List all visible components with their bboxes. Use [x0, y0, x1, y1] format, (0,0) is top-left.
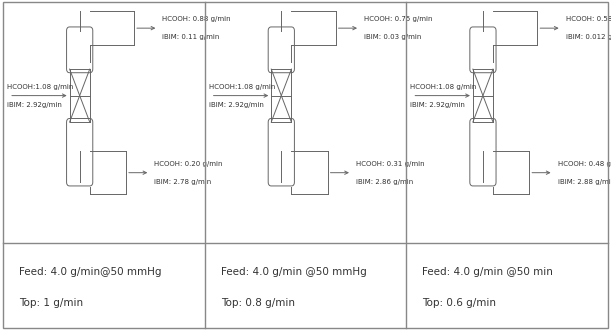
Text: Feed: 4.0 g/min@50 mmHg: Feed: 4.0 g/min@50 mmHg: [19, 267, 162, 277]
Text: iBIM: 2.86 g/min: iBIM: 2.86 g/min: [356, 179, 413, 185]
Text: iBIM: 2.78 g/min: iBIM: 2.78 g/min: [154, 179, 211, 185]
Text: iBIM: 0.012 g/min: iBIM: 0.012 g/min: [566, 34, 611, 40]
FancyBboxPatch shape: [470, 27, 496, 73]
Text: iBIM: 2.88 g/min: iBIM: 2.88 g/min: [558, 179, 611, 185]
Text: iBIM: 2.92g/min: iBIM: 2.92g/min: [411, 102, 465, 108]
Text: Top: 1 g/min: Top: 1 g/min: [19, 298, 83, 308]
Text: Feed: 4.0 g/min @50 mmHg: Feed: 4.0 g/min @50 mmHg: [221, 267, 367, 277]
Text: HCOOH: 0.75 g/min: HCOOH: 0.75 g/min: [364, 16, 433, 22]
FancyBboxPatch shape: [268, 27, 295, 73]
Text: Top: 0.6 g/min: Top: 0.6 g/min: [422, 298, 497, 308]
Text: HCOOH: 0.48 g/min: HCOOH: 0.48 g/min: [558, 161, 611, 167]
Text: Feed: 4.0 g/min @50 min: Feed: 4.0 g/min @50 min: [422, 267, 554, 277]
Text: HCOOH: 0.58 g/min: HCOOH: 0.58 g/min: [566, 16, 611, 22]
Text: iBIM: 0.03 g/min: iBIM: 0.03 g/min: [364, 34, 422, 40]
Text: iBIM: 2.92g/min: iBIM: 2.92g/min: [209, 102, 263, 108]
Text: iBIM: 0.11 g/min: iBIM: 0.11 g/min: [163, 34, 220, 40]
Text: HCOOH:1.08 g/min: HCOOH:1.08 g/min: [411, 83, 477, 89]
Text: HCOOH: 0.31 g/min: HCOOH: 0.31 g/min: [356, 161, 425, 167]
Text: HCOOH:1.08 g/min: HCOOH:1.08 g/min: [209, 83, 275, 89]
FancyBboxPatch shape: [67, 118, 93, 186]
FancyBboxPatch shape: [268, 118, 295, 186]
Text: iBIM: 2.92g/min: iBIM: 2.92g/min: [7, 102, 62, 108]
FancyBboxPatch shape: [470, 118, 496, 186]
FancyBboxPatch shape: [67, 27, 93, 73]
Text: HCOOH: 0.88 g/min: HCOOH: 0.88 g/min: [163, 16, 231, 22]
Text: HCOOH: 0.20 g/min: HCOOH: 0.20 g/min: [154, 161, 223, 167]
Text: Top: 0.8 g/min: Top: 0.8 g/min: [221, 298, 295, 308]
Text: HCOOH:1.08 g/min: HCOOH:1.08 g/min: [7, 83, 73, 89]
